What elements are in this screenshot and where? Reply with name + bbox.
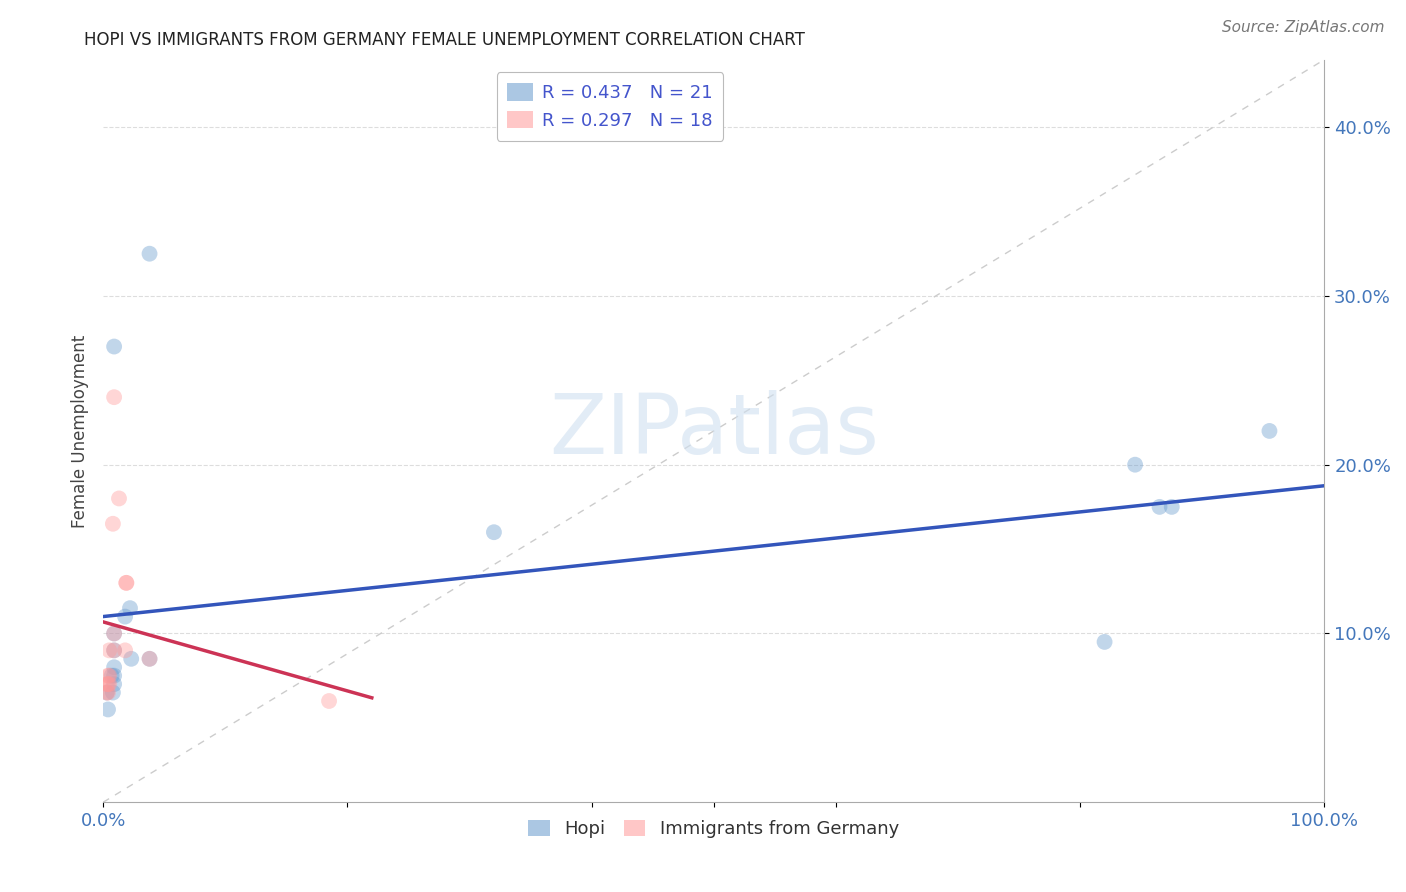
Point — [138, 246, 160, 260]
Point — [114, 609, 136, 624]
Point — [103, 626, 125, 640]
Point — [103, 660, 125, 674]
Point — [98, 668, 121, 682]
Point — [114, 643, 136, 657]
Point — [103, 668, 125, 682]
Point — [138, 652, 160, 666]
Point — [1258, 424, 1281, 438]
Point — [1094, 635, 1116, 649]
Point — [98, 643, 121, 657]
Point — [1123, 458, 1146, 472]
Point — [482, 525, 505, 540]
Text: ZIPatlas: ZIPatlas — [548, 391, 879, 472]
Point — [98, 677, 121, 691]
Point — [115, 575, 138, 590]
Text: HOPI VS IMMIGRANTS FROM GERMANY FEMALE UNEMPLOYMENT CORRELATION CHART: HOPI VS IMMIGRANTS FROM GERMANY FEMALE U… — [84, 31, 806, 49]
Point — [97, 685, 120, 699]
Point — [103, 390, 125, 404]
Point — [138, 652, 160, 666]
Point — [97, 677, 120, 691]
Point — [96, 677, 118, 691]
Point — [101, 685, 124, 699]
Point — [103, 626, 125, 640]
Point — [96, 685, 118, 699]
Text: Source: ZipAtlas.com: Source: ZipAtlas.com — [1222, 20, 1385, 35]
Point — [100, 668, 122, 682]
Y-axis label: Female Unemployment: Female Unemployment — [72, 334, 89, 527]
Point — [101, 516, 124, 531]
Point — [96, 685, 118, 699]
Point — [120, 652, 142, 666]
Point — [318, 694, 340, 708]
Legend: Hopi, Immigrants from Germany: Hopi, Immigrants from Germany — [522, 813, 907, 846]
Point — [1160, 500, 1182, 514]
Point — [115, 575, 138, 590]
Point — [97, 668, 120, 682]
Point — [103, 677, 125, 691]
Point — [103, 339, 125, 353]
Point — [97, 702, 120, 716]
Point — [103, 643, 125, 657]
Point — [103, 643, 125, 657]
Point — [1149, 500, 1171, 514]
Point — [118, 601, 141, 615]
Point — [108, 491, 131, 506]
